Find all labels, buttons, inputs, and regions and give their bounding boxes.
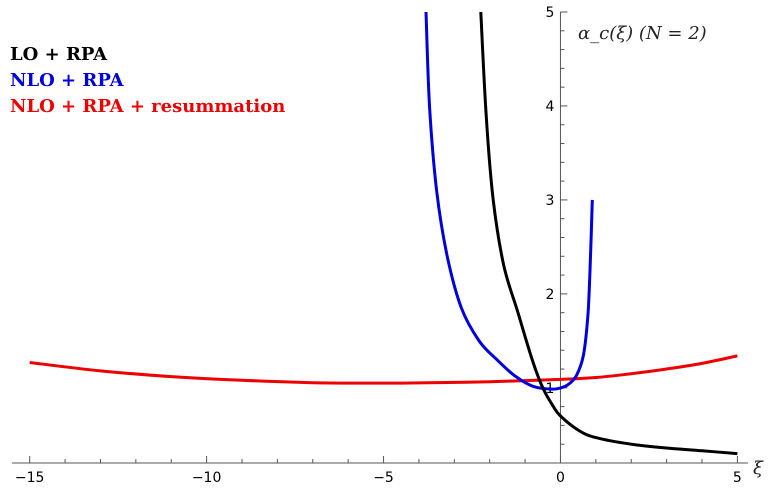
x-tick-label: 5 (733, 470, 742, 486)
x-tick-label: −5 (373, 470, 394, 486)
legend-entry-nlo-rpa: NLO + RPA (10, 70, 124, 91)
x-axis-label: ξ (753, 458, 764, 479)
y-tick-label: 5 (546, 5, 555, 21)
series-layer (29, 11, 738, 456)
x-tick-label: −10 (192, 470, 222, 486)
chart-title: α_c(ξ) (N = 2) (578, 23, 707, 44)
legend: LO + RPA NLO + RPA NLO + RPA + resummati… (10, 42, 285, 120)
x-tick-label: −15 (15, 470, 45, 486)
series-line-nlo-rpa (424, 11, 594, 391)
x-tick-label: 0 (556, 470, 565, 486)
series-line-lo-rpa (479, 11, 738, 456)
y-tick-label: 2 (546, 287, 555, 303)
legend-entry-lo-rpa: LO + RPA (10, 44, 108, 65)
legend-entry-nlo-rpa-resummation: NLO + RPA + resummation (10, 96, 286, 117)
y-tick-label: 4 (546, 99, 555, 115)
y-tick-label: 3 (546, 193, 555, 209)
series-line-nlo-rpa-resummation (29, 354, 738, 385)
